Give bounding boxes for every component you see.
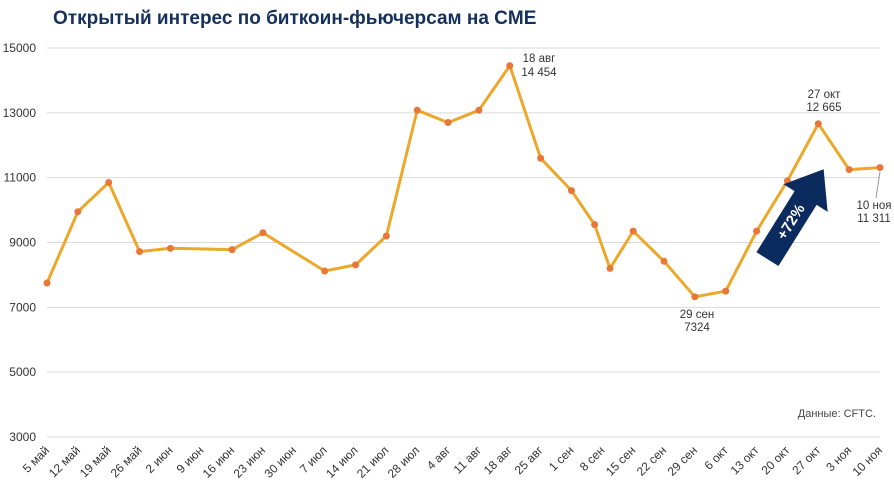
data-point [475, 106, 483, 114]
data-point [591, 221, 599, 229]
x-tick-label: 19 май [77, 443, 114, 480]
annotation-date: 27 окт [808, 89, 842, 101]
y-tick-label: 7000 [9, 300, 36, 314]
annotation-leader [875, 171, 881, 199]
source-note: Данные: CFTC. [798, 408, 876, 420]
data-point [166, 244, 174, 252]
data-point [567, 187, 575, 195]
x-tick-label: 27 окт [789, 443, 823, 477]
series-layer [43, 62, 884, 301]
x-tick-label: 14 июл [323, 443, 361, 481]
growth-arrow: +72% [756, 169, 828, 266]
data-point [876, 164, 884, 172]
gridlines [47, 47, 880, 438]
data-point [537, 154, 545, 162]
x-tick-label: 2 июн [143, 443, 176, 476]
data-point [259, 229, 267, 237]
annotation-value: 11 311 [857, 213, 890, 225]
data-point [629, 227, 637, 235]
annotation-date: 10 ноя [857, 200, 892, 212]
x-tick-label: 15 сен [603, 443, 638, 478]
data-point [753, 227, 761, 235]
data-point [814, 120, 822, 128]
y-tick-label: 9000 [9, 236, 36, 250]
data-point [74, 208, 82, 216]
arrow-body [756, 169, 828, 266]
x-tick-label: 10 ноя [849, 443, 885, 479]
x-tick-label: 29 сен [665, 443, 700, 478]
data-point [105, 179, 113, 187]
data-point [444, 119, 452, 127]
x-tick-label: 18 авг [481, 443, 515, 477]
y-tick-label: 5000 [9, 365, 36, 379]
data-point [506, 62, 514, 70]
x-tick-label: 11 авг [451, 443, 485, 477]
x-tick-label: 16 июн [200, 443, 237, 480]
x-tick-label: 6 окт [701, 443, 731, 473]
x-tick-label: 30 июн [261, 443, 298, 480]
y-tick-label: 13000 [3, 106, 37, 120]
data-point [413, 106, 421, 114]
x-tick-label: 21 июл [354, 443, 392, 481]
data-point [228, 246, 236, 254]
x-tick-label: 22 сен [634, 443, 669, 478]
annotation-value: 12 665 [806, 102, 841, 114]
y-tick-label: 3000 [9, 430, 36, 444]
x-tick-label: 12 май [46, 443, 83, 480]
x-tick-label: 25 авг [512, 443, 546, 477]
x-tick-label: 20 окт [758, 443, 792, 477]
annotation-value: 7324 [684, 322, 710, 334]
x-tick-label: 13 окт [728, 443, 762, 477]
data-point [136, 248, 144, 256]
annotation-value: 14 454 [521, 67, 557, 79]
chart-title: Открытый интерес по биткоин-фьючерсам на… [53, 8, 537, 29]
data-point [845, 166, 853, 174]
data-point [606, 264, 614, 272]
growth-arrow-shape: +72% [756, 169, 828, 266]
x-tick-label: 4 авг [424, 443, 454, 473]
annotation-date: 29 сен [680, 309, 714, 321]
data-point [722, 287, 730, 295]
series-line [45, 64, 881, 299]
x-tick-label: 1 сен [546, 443, 577, 474]
y-tick-label: 15000 [3, 41, 37, 55]
y-tick-label: 11000 [4, 171, 37, 185]
data-point [660, 257, 668, 265]
x-tick-label: 23 июн [231, 443, 268, 480]
data-point [691, 293, 699, 301]
x-tick-label: 28 июл [385, 443, 423, 481]
data-point [352, 261, 360, 269]
y-axis-ticks: 3000 5000 7000 9000 11000 13000 15000 [3, 41, 37, 444]
x-tick-label: 26 май [108, 443, 145, 480]
data-point [43, 279, 51, 287]
data-point [321, 267, 329, 275]
annotation-date: 18 авг [523, 53, 556, 65]
data-point [382, 232, 390, 240]
